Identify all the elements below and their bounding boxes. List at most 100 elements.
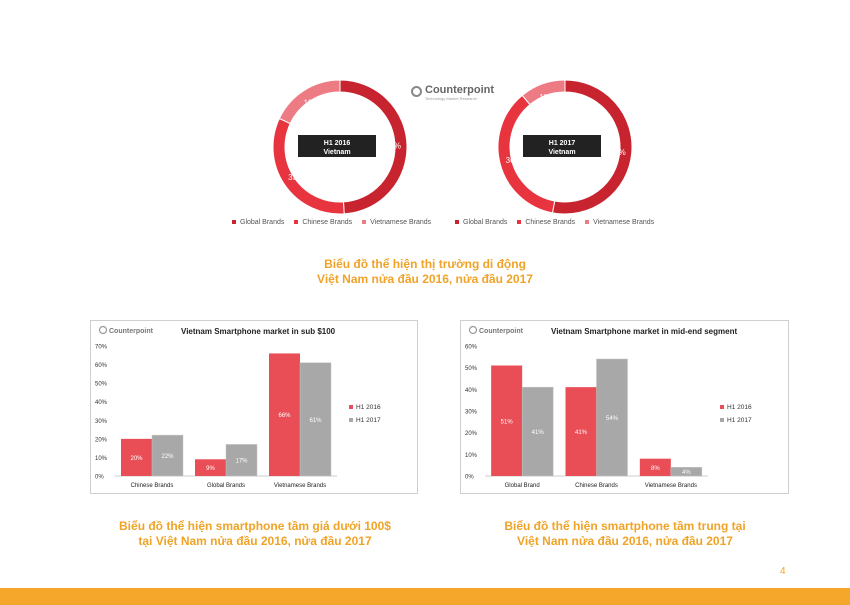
donut-center-label-region: Vietnam — [323, 149, 350, 156]
bar-value-label: 61% — [309, 418, 322, 424]
bar — [596, 358, 628, 477]
mini-logo-icon — [468, 325, 478, 335]
right-caption-line1: Biểu đồ thể hiện smartphone tầm trung tạ… — [504, 519, 746, 533]
bar-value-label: 41% — [532, 430, 545, 436]
donut-slice — [521, 79, 566, 106]
legend-label: Global Brands — [240, 219, 285, 226]
legend-item: Global Brands — [455, 219, 507, 226]
bar — [195, 459, 226, 476]
bar — [151, 434, 184, 477]
bar-panel-sub100: Counterpoint Vietnam Smartphone market in… — [90, 320, 418, 494]
top-caption: Biểu đồ thể hiện thị trường di động Việt… — [275, 257, 575, 287]
footer-bar — [0, 588, 850, 605]
bar-value-label: 17% — [235, 459, 248, 465]
legend-label: H1 2016 — [356, 404, 381, 411]
donut-legend-h1-2016: Global Brands Chinese Brands Vietnamese Br… — [232, 219, 441, 226]
legend-label: Vietnamese Brands — [593, 219, 655, 226]
donut-value-label: 33% — [288, 173, 304, 182]
bar — [639, 458, 671, 476]
bar-panel-mid-end: Counterpoint Vietnam Smartphone market in… — [460, 320, 789, 494]
donut-center-label-period: H1 2017 — [549, 140, 576, 147]
right-caption: Biểu đồ thể hiện smartphone tầm trung tạ… — [465, 519, 785, 549]
logo-name: Counterpoint — [425, 84, 495, 96]
bar-value-label: 20% — [130, 456, 143, 462]
legend-swatch — [517, 220, 522, 225]
legend-label: Vietnamese Brands — [370, 219, 432, 226]
y-tick-label: 50% — [465, 366, 478, 372]
legend-swatch — [362, 220, 367, 225]
left-caption-line2: tại Việt Nam nửa đầu 2016, nửa đầu 2017 — [138, 534, 372, 548]
y-tick-label: 0% — [465, 475, 474, 481]
bar — [299, 362, 332, 477]
y-tick-label: 10% — [95, 456, 108, 462]
bar — [670, 467, 703, 477]
legend-item: Chinese Brands — [294, 219, 352, 226]
donut-value-label: 53% — [610, 148, 626, 157]
legend-item: Chinese Brands — [517, 219, 575, 226]
bar-chart-sub100: Counterpoint Vietnam Smartphone market in… — [95, 325, 381, 489]
top-caption-line1: Biểu đồ thể hiện thị trường di động — [324, 257, 526, 271]
bar-value-label: 9% — [206, 466, 215, 472]
y-tick-label: 30% — [465, 410, 478, 416]
y-tick-label: 20% — [95, 437, 108, 443]
legend-swatch — [720, 418, 724, 422]
legend-label: H1 2017 — [356, 417, 381, 424]
donut-slice — [272, 117, 345, 215]
x-category-label: Chinese Brands — [131, 483, 174, 489]
bar — [565, 387, 597, 476]
x-category-label: Global Brands — [207, 483, 245, 489]
legend-label: Chinese Brands — [525, 219, 576, 226]
bar-chart-title: Vietnam Smartphone market in sub $100 — [181, 327, 336, 336]
top-caption-line2: Việt Nam nửa đầu 2016, nửa đầu 2017 — [317, 272, 533, 286]
legend-label: Chinese Brands — [302, 219, 353, 226]
bar-value-label: 8% — [651, 466, 660, 472]
counterpoint-logo-icon — [411, 86, 422, 97]
bar-value-label: 51% — [501, 419, 514, 425]
right-caption-line2: Việt Nam nửa đầu 2016, nửa đầu 2017 — [517, 534, 733, 548]
x-category-label: Vietnamese Brands — [645, 483, 697, 489]
bar — [121, 438, 152, 476]
x-category-label: Vietnamese Brands — [274, 483, 326, 489]
donut-center-label-period: H1 2016 — [324, 140, 351, 147]
donut-center-box — [523, 135, 601, 157]
counterpoint-logo: Counterpoint Technology Market Research — [411, 84, 495, 104]
x-category-label: Global Brand — [505, 483, 540, 489]
bar-chart-title: Vietnam Smartphone market in mid-end seg… — [551, 327, 737, 336]
donut-slice — [278, 79, 341, 125]
legend-swatch — [720, 405, 724, 409]
donut-value-label: 36% — [506, 156, 522, 165]
y-tick-label: 40% — [465, 388, 478, 394]
mini-logo-name: Counterpoint — [479, 328, 524, 335]
donut-value-label: 11% — [539, 93, 554, 102]
page-number: 4 — [780, 566, 786, 577]
legend-swatch — [585, 220, 590, 225]
legend-swatch — [294, 220, 299, 225]
y-tick-label: 60% — [465, 345, 478, 351]
left-caption-line1: Biểu đồ thể hiện smartphone tầm giá dưới… — [119, 519, 391, 533]
bar — [225, 444, 258, 477]
bar-value-label: 22% — [161, 454, 174, 460]
donut-center-label-region: Vietnam — [548, 149, 575, 156]
y-tick-label: 20% — [465, 431, 478, 437]
legend-label: Global Brands — [463, 219, 508, 226]
bar-value-label: 41% — [575, 430, 588, 436]
donut-chart-h1-2016: 49% 33% 18% H1 2016 Vietnam — [272, 79, 408, 215]
legend-label: H1 2016 — [727, 404, 752, 411]
y-tick-label: 0% — [95, 475, 104, 481]
y-tick-label: 10% — [465, 453, 478, 459]
bar-value-label: 54% — [606, 416, 619, 422]
donut-center-box — [298, 135, 376, 157]
y-tick-label: 50% — [95, 382, 108, 388]
bar — [269, 353, 300, 476]
y-tick-label: 70% — [95, 345, 108, 351]
y-tick-label: 60% — [95, 363, 108, 369]
mini-logo-name: Counterpoint — [109, 328, 154, 335]
legend-swatch — [349, 405, 353, 409]
legend-item: Vietnamese Brands — [362, 219, 431, 226]
legend-swatch — [349, 418, 353, 422]
y-tick-label: 40% — [95, 400, 108, 406]
bar — [491, 365, 523, 476]
y-tick-label: 30% — [95, 419, 108, 425]
mini-logo-icon — [98, 325, 108, 335]
donut-legend-h1-2017: Global Brands Chinese Brands Vietnamese Br… — [455, 219, 664, 226]
